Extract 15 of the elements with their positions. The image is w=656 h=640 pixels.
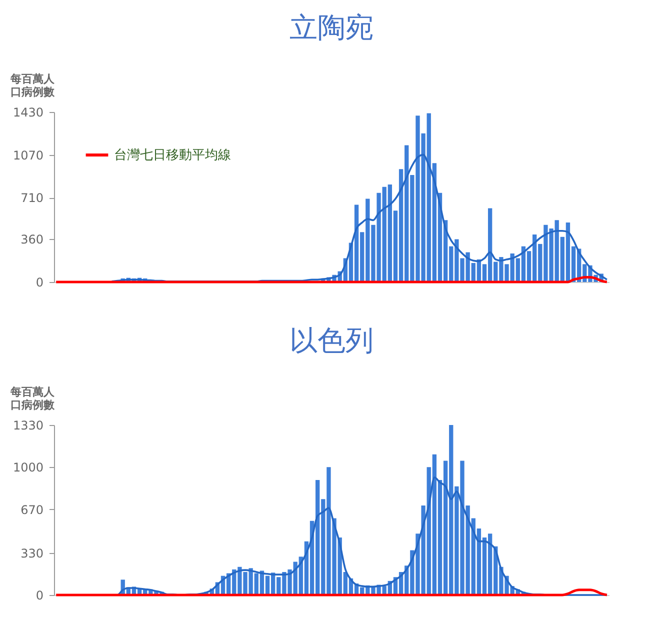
y-tick-label: 0 [36,588,44,602]
y-tick-label: 360 [20,232,44,247]
y-tick-label: 710 [20,191,44,206]
y-tick-label: 0 [36,276,44,290]
y-axis-title: 每百萬人口病例數 [10,386,56,412]
y-tick-label: 330 [20,546,44,560]
y-tick-label: 670 [20,502,44,517]
chart-title: 以色列 [290,324,374,357]
y-tick-label: 1330 [12,418,44,432]
y-tick-label: 1000 [12,460,44,475]
legend-label: 台灣七日移動平均線 [114,148,231,163]
y-tick-label: 1070 [12,148,44,162]
chart-title: 立陶宛 [290,11,374,44]
y-axis-title: 每百萬人口病例數 [10,72,56,98]
y-tick-label: 1430 [12,106,44,120]
